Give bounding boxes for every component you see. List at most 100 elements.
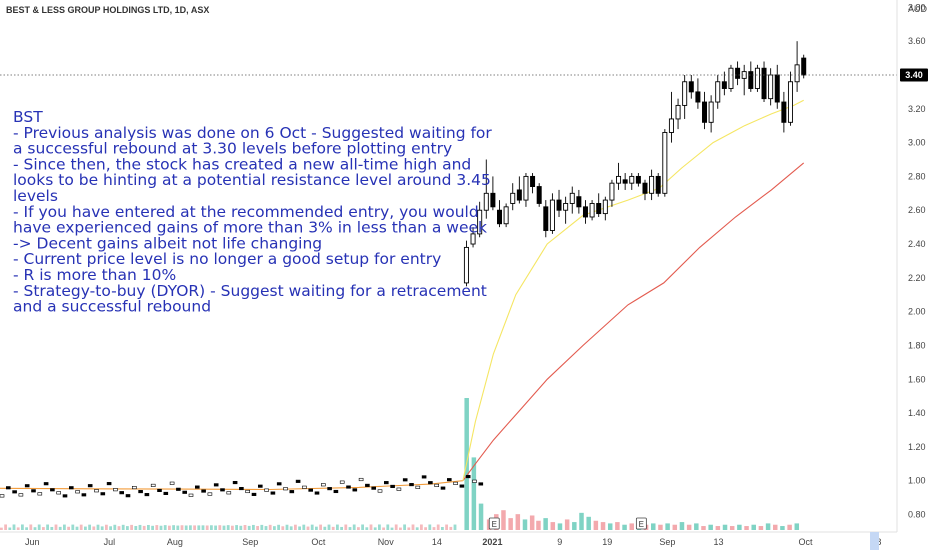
volume-bar [424, 527, 427, 530]
time-tick-label: 19 [602, 537, 612, 547]
price-tick-label: 2.60 [908, 205, 926, 215]
volume-bar [773, 524, 778, 530]
pre-ipo-candle [157, 488, 162, 493]
volume-bar [344, 524, 348, 530]
volume-bar [239, 525, 243, 530]
volume-bar [403, 524, 406, 530]
volume-bar [126, 526, 129, 530]
price-tick-label: 2.40 [908, 239, 926, 249]
pre-ipo-candle [87, 484, 93, 488]
pre-ipo-candle [94, 489, 99, 493]
candle-body [516, 189, 522, 201]
volume-bar [151, 525, 154, 530]
volume-bar [694, 523, 699, 530]
price-tick-label: 1.80 [908, 340, 926, 350]
volume-bar [373, 527, 377, 530]
volume-bar [100, 526, 104, 530]
pre-ipo-candle [358, 477, 364, 482]
candle-body [523, 175, 529, 201]
price-tick-label: 1.40 [908, 408, 926, 418]
volume-bar [96, 524, 100, 530]
pre-ipo-candle [245, 489, 250, 494]
pre-ipo-candle [125, 494, 131, 498]
moving-average-fast-line [462, 99, 804, 481]
pre-ipo-candle [453, 481, 458, 485]
volume-bar [0, 527, 3, 530]
volume-bar [365, 527, 369, 530]
candle-body [675, 104, 681, 120]
time-axis[interactable]: JunJulAugSepOctNov142021919Sep13Oct18 [25, 537, 881, 547]
candle-body [563, 203, 569, 211]
pre-ipo-candle [434, 483, 440, 487]
volume-bar [281, 526, 285, 530]
candle-body [549, 199, 555, 231]
pre-ipo-candle [239, 486, 244, 491]
volume-bar [600, 522, 606, 530]
pre-ipo-candle [314, 491, 320, 495]
volume-bar [394, 524, 398, 530]
candle-body [754, 67, 760, 89]
pre-ipo-candle [270, 491, 276, 495]
volume-bar [651, 523, 656, 530]
volume-bar [407, 527, 411, 530]
volume-bar [92, 526, 96, 530]
volume-bar [25, 527, 28, 530]
time-tick-label: Oct [798, 537, 813, 547]
currency-label: AUD [908, 4, 928, 14]
volume-bar [79, 524, 83, 530]
price-axis[interactable]: 3.80 3.60 3.40 3.20 3.00 2.80 2.60 2.40 2.20 2.00… [908, 2, 926, 519]
candle-body [761, 67, 767, 100]
candle-body [556, 199, 562, 211]
volume-bar [298, 526, 301, 530]
last-price-tag: 3.40 [900, 68, 928, 82]
price-tick-label: 1.60 [908, 374, 926, 384]
volume-bar [378, 524, 381, 530]
symbol-title: BEST & LESS GROUP HOLDINGS LTD, 1D, ASX [6, 5, 209, 15]
last-price-value: 3.40 [905, 70, 923, 80]
pre-ipo-candle [12, 490, 17, 494]
volume-bar [302, 524, 306, 530]
volume-bar [758, 526, 764, 530]
pre-ipo-candle [377, 489, 383, 493]
volume-bar [42, 527, 45, 530]
price-tick-label: 2.00 [908, 307, 926, 317]
volume-bar [105, 524, 108, 530]
price-tick-label: 3.20 [908, 104, 926, 114]
pre-ipo-candle [465, 475, 471, 479]
candle-body [596, 203, 602, 215]
pre-ipo-candle [176, 487, 181, 491]
pre-ipo-candle [308, 488, 314, 492]
candle-body [655, 175, 661, 194]
volume-bar [222, 525, 226, 530]
price-tick-label: 0.80 [908, 509, 926, 519]
candle-body [582, 206, 588, 218]
candle-body [576, 196, 582, 208]
pre-ipo-candle [302, 485, 307, 489]
volume-bar [629, 523, 634, 530]
volume-bar [579, 512, 584, 530]
annotation-line: - Current price level is no longer a goo… [13, 250, 441, 268]
volume-bar [428, 524, 432, 530]
volume-bar [214, 525, 217, 530]
candle-body [463, 246, 469, 284]
pre-ipo-candle [446, 478, 452, 482]
candle-body [510, 192, 516, 204]
moving-average-slow-line [462, 162, 805, 482]
pre-ipo-candle [232, 481, 238, 485]
volume-bar [357, 527, 360, 530]
candle-body [702, 101, 708, 123]
pre-ipo-candle [440, 486, 446, 490]
pre-ipo-candle [459, 484, 465, 488]
pre-ipo-candle [43, 482, 49, 486]
annotation-line: - R is more than 10% [13, 266, 176, 284]
volume-bar [449, 526, 453, 530]
pre-ipo-candle [31, 489, 36, 493]
pre-ipo-candle [295, 479, 301, 483]
price-tick-label: 1.20 [908, 442, 926, 452]
candle-body [688, 81, 694, 93]
pre-ipo-candle [257, 484, 263, 488]
candle-body [616, 175, 622, 184]
volume-bar [441, 527, 444, 530]
pre-ipo-candle [220, 488, 225, 492]
